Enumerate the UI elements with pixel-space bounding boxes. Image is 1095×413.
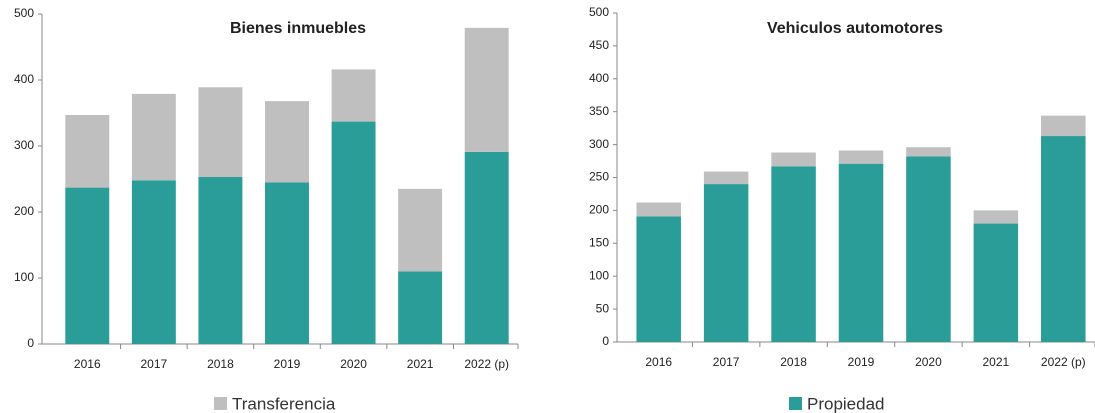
- y-tick-label: 500: [14, 6, 34, 20]
- legend-label: Propiedad: [807, 394, 885, 413]
- y-tick-label: 100: [589, 268, 609, 282]
- x-tick-label: 2016: [645, 355, 672, 369]
- bar-segment: [265, 101, 309, 183]
- bar-segment: [131, 93, 176, 181]
- bar-segment: [838, 163, 884, 342]
- x-tick-label: 2019: [848, 355, 875, 369]
- x-tick-label: 2019: [274, 357, 301, 371]
- legend-label: Transferencia: [232, 394, 336, 413]
- y-tick-label: 300: [14, 138, 34, 152]
- x-tick-label: 2016: [74, 357, 101, 371]
- chart-title: Vehiculos automotores: [767, 20, 943, 37]
- y-tick-label: 400: [589, 71, 609, 85]
- y-tick-label: 200: [14, 204, 34, 218]
- y-tick-label: 100: [14, 270, 34, 284]
- bar-segment: [906, 156, 951, 342]
- y-tick-label: 50: [596, 301, 610, 315]
- bar-segment: [973, 223, 1019, 342]
- legend-swatch: [789, 397, 802, 410]
- x-tick-label: 2020: [340, 357, 367, 371]
- bar-segment: [331, 121, 376, 344]
- bar-segment: [65, 114, 110, 188]
- x-tick-label: 2022 (p): [1041, 355, 1086, 369]
- bar-segment: [398, 271, 443, 344]
- bar-segment: [331, 69, 376, 122]
- bar-segment: [636, 202, 681, 217]
- bar-segment: [198, 177, 243, 344]
- x-tick-label: 2021: [983, 355, 1010, 369]
- bar-segment: [198, 87, 243, 178]
- x-tick-label: 2020: [915, 355, 942, 369]
- y-tick-label: 300: [589, 137, 609, 151]
- bar-segment: [131, 180, 176, 344]
- x-tick-label: 2017: [713, 355, 740, 369]
- bar-segment: [838, 150, 884, 164]
- legend-swatch: [214, 397, 227, 410]
- bar-segment: [1041, 115, 1086, 137]
- y-tick-label: 150: [589, 235, 609, 249]
- y-tick-label: 350: [589, 104, 609, 118]
- x-tick-label: 2018: [780, 355, 807, 369]
- y-tick-label: 450: [589, 38, 609, 52]
- y-tick-label: 200: [589, 203, 609, 217]
- bar-segment: [464, 151, 509, 344]
- y-tick-label: 500: [589, 5, 609, 19]
- bar-segment: [1041, 136, 1086, 342]
- bar-segment: [906, 147, 951, 157]
- x-tick-label: 2018: [207, 357, 234, 371]
- y-tick-label: 0: [27, 336, 34, 350]
- bar-segment: [973, 210, 1019, 224]
- chart-title: Bienes inmuebles: [230, 20, 366, 37]
- bar-segment: [65, 187, 110, 344]
- y-tick-label: 400: [14, 72, 34, 86]
- bar-segment: [703, 184, 749, 342]
- x-tick-label: 2022 (p): [464, 357, 509, 371]
- x-tick-label: 2017: [141, 357, 168, 371]
- bar-segment: [464, 27, 509, 152]
- y-tick-label: 250: [589, 170, 609, 184]
- bar-segment: [636, 216, 681, 342]
- bar-segment: [771, 152, 816, 167]
- y-tick-label: 0: [602, 334, 609, 348]
- x-tick-label: 2021: [407, 357, 434, 371]
- bar-segment: [265, 182, 309, 344]
- bar-segment: [398, 188, 443, 272]
- bar-segment: [703, 171, 749, 185]
- bar-segment: [771, 166, 816, 342]
